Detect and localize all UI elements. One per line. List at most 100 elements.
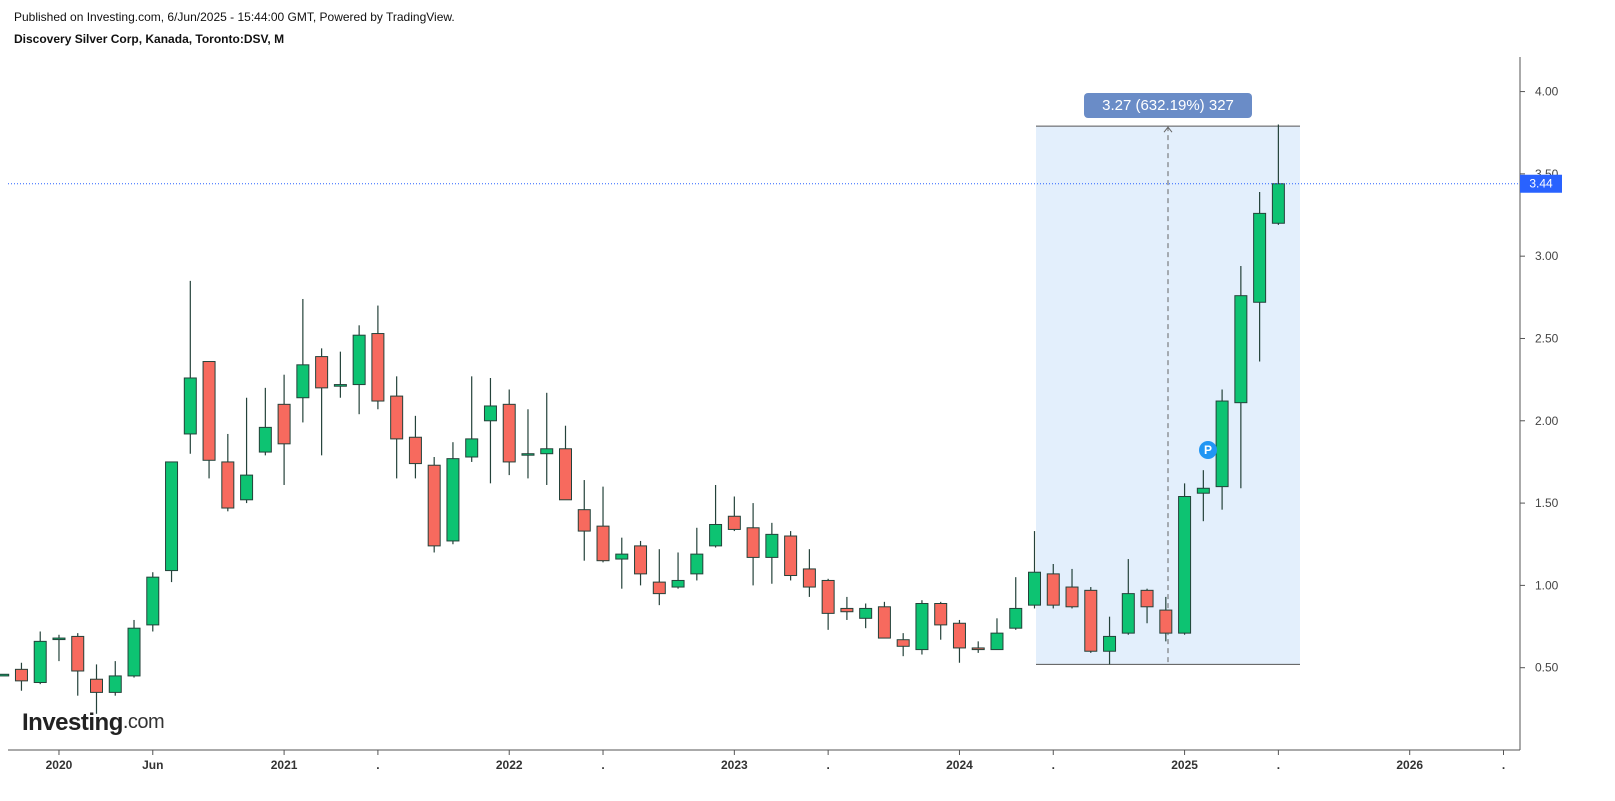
- candle-body: [296, 364, 310, 399]
- candle-body: [596, 525, 610, 562]
- x-tick-label: 2024: [946, 758, 973, 772]
- y-tick-label: 2.00: [1535, 414, 1559, 428]
- candle-body: [934, 602, 948, 626]
- candle-body: [840, 607, 854, 613]
- candle-body: [483, 405, 497, 422]
- candle-body: [1121, 593, 1135, 634]
- candle-body: [240, 474, 254, 501]
- candle-body: [33, 640, 47, 684]
- candle-body: [1215, 400, 1229, 488]
- logo-name: Investing: [22, 709, 123, 736]
- x-tick-label: .: [1502, 758, 1505, 772]
- candle-body: [408, 436, 422, 465]
- candle-body: [727, 515, 741, 530]
- marker-icon: [1199, 441, 1217, 459]
- x-tick-label: 2023: [721, 758, 748, 772]
- candle-body: [915, 602, 929, 651]
- candle-body: [352, 334, 366, 386]
- x-tick-label: 2026: [1396, 758, 1423, 772]
- candle-body: [577, 509, 591, 532]
- candle-body: [333, 384, 347, 387]
- candle-body: [1178, 496, 1192, 634]
- candle-body: [521, 453, 535, 456]
- last-price-tag: [1520, 174, 1562, 193]
- candle-body: [90, 678, 103, 693]
- published-note: Published on Investing.com, 6/Jun/2025 -…: [14, 10, 455, 24]
- candle-body: [1271, 183, 1285, 224]
- candle-body: [371, 333, 385, 402]
- candle-body: [108, 675, 122, 693]
- y-tick-label: 3.00: [1535, 249, 1559, 263]
- x-tick-label: .: [1277, 758, 1280, 772]
- last-price-label: 3.44: [1529, 177, 1553, 191]
- candle-body: [1084, 589, 1098, 652]
- candle-body: [1140, 589, 1154, 608]
- candle-body: [165, 461, 179, 572]
- y-tick-label: 1.50: [1535, 496, 1559, 510]
- x-tick-label: 2025: [1171, 758, 1198, 772]
- candle-body: [221, 461, 235, 509]
- candle-body: [746, 527, 760, 558]
- candle-body: [971, 647, 985, 651]
- candle-body: [952, 622, 966, 649]
- candle-body: [1046, 573, 1060, 606]
- candle-body: [765, 533, 779, 558]
- x-tick-label: .: [1052, 758, 1055, 772]
- candle-body: [690, 553, 704, 575]
- candle-body: [183, 377, 197, 435]
- y-tick-label: 0.50: [1535, 661, 1559, 675]
- candle-body: [652, 581, 666, 595]
- x-tick-label: 2021: [271, 758, 298, 772]
- x-tick-label: .: [826, 758, 829, 772]
- candle-body: [52, 637, 66, 641]
- candle-body: [802, 568, 816, 588]
- candle-body: [14, 668, 28, 682]
- marker-label: P: [1204, 443, 1212, 457]
- y-tick-label: 2.50: [1535, 331, 1559, 345]
- x-tick-label: Jun: [142, 758, 163, 772]
- candle-body: [258, 426, 272, 453]
- x-tick-label: 2022: [496, 758, 523, 772]
- symbol-title: Discovery Silver Corp, Kanada, Toronto:D…: [14, 32, 284, 46]
- candle-body: [390, 395, 404, 440]
- measure-label-box: [1084, 93, 1252, 118]
- candle-body: [71, 635, 85, 672]
- candle-body: [146, 576, 160, 626]
- candle-body: [277, 403, 291, 445]
- candle-body: [859, 607, 873, 619]
- candle-body: [502, 403, 516, 463]
- logo-suffix: .com: [123, 711, 164, 733]
- candle-body: [1159, 609, 1173, 634]
- measure-arrow-head: [1163, 126, 1173, 133]
- x-tick-label: 2020: [46, 758, 73, 772]
- candle-body: [821, 579, 835, 614]
- candle-body: [315, 356, 329, 389]
- x-tick-label: .: [376, 758, 379, 772]
- measure-box: [1036, 126, 1300, 665]
- candle-body: [784, 535, 798, 577]
- measure-label: 3.27 (632.19%) 327: [1102, 97, 1234, 114]
- candle-body: [1028, 571, 1041, 606]
- x-tick-label: .: [601, 758, 604, 772]
- candle-body: [634, 545, 648, 575]
- candle-body: [1253, 212, 1267, 303]
- candle-body: [1196, 487, 1210, 494]
- candle-body: [202, 361, 216, 461]
- candle-body: [709, 523, 723, 547]
- y-tick-label: 4.00: [1535, 85, 1559, 99]
- logo: Investing.com: [22, 709, 164, 736]
- candle-body: [540, 448, 554, 455]
- candle-body: [1009, 607, 1023, 629]
- candle-body: [465, 438, 479, 458]
- candle-body: [1065, 586, 1079, 608]
- y-tick-label: 1.00: [1535, 578, 1559, 592]
- candle-body: [877, 606, 891, 639]
- candle-body: [446, 458, 460, 542]
- candle-body: [559, 448, 572, 501]
- candle-body: [427, 464, 441, 547]
- candle-body: [1234, 295, 1248, 404]
- candle-body: [127, 627, 141, 677]
- candle-body: [671, 579, 685, 588]
